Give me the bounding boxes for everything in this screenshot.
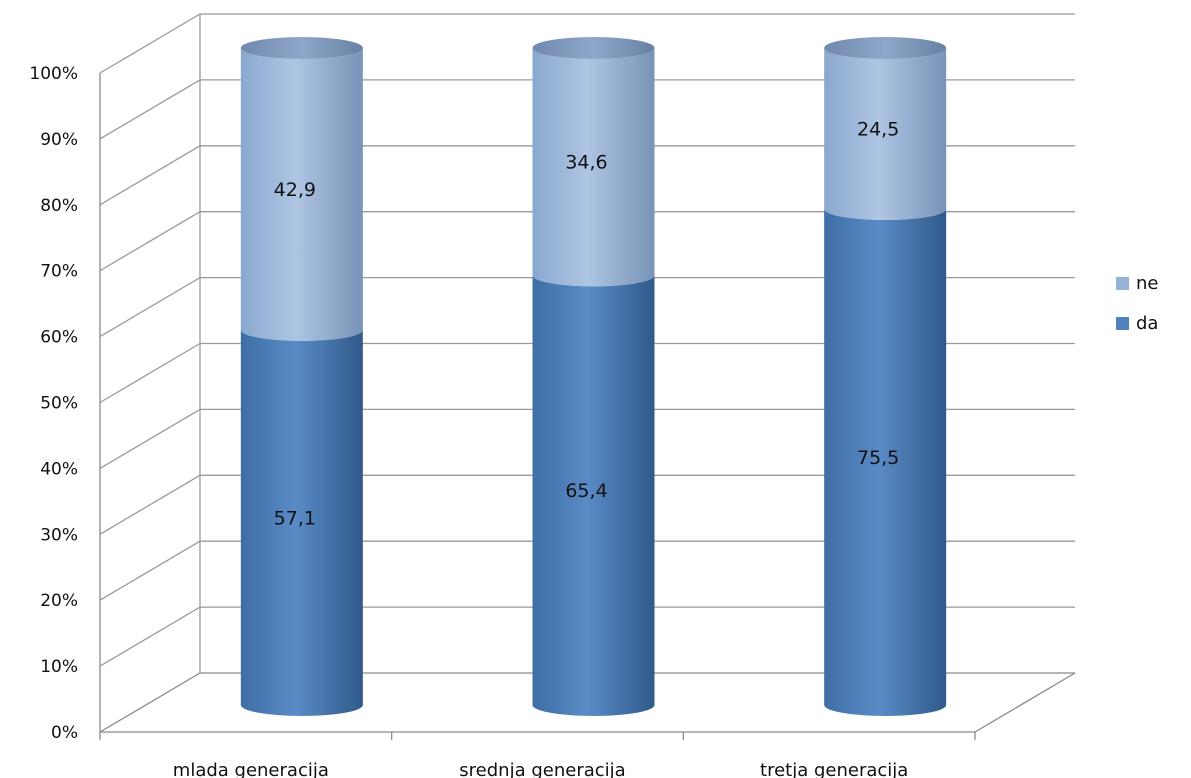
cylinder-top-cap — [240, 37, 363, 59]
y-tick-label: 70% — [40, 262, 78, 282]
legend-swatch-ne — [1116, 277, 1129, 290]
axes — [99, 14, 1076, 740]
y-tick-label: 20% — [40, 591, 78, 611]
cylinder-1 — [532, 37, 655, 716]
legend-label-da: da — [1136, 313, 1158, 334]
x-category-label: tretja generacija — [760, 760, 908, 778]
data-labels: 57,1 42,9 65,4 34,6 75,5 24,5 — [274, 118, 900, 529]
y-tick-label: 30% — [40, 525, 78, 545]
y-tick-label: 60% — [40, 328, 78, 348]
y-tick-label: 80% — [40, 196, 78, 216]
bar-segment-ne — [824, 48, 947, 220]
y-tick-label: 0% — [51, 723, 78, 743]
data-label-da: 65,4 — [565, 480, 607, 502]
x-axis-category-labels: mlada generacija srednja generacija tretja… — [173, 760, 909, 778]
bar-segment-ne — [532, 48, 655, 287]
data-label-ne: 24,5 — [857, 118, 899, 140]
y-axis-tick-labels: 0% 10% 20% 30% 40% 50% 60% 70% 80% 90% 100% — [29, 64, 78, 743]
data-label-ne: 42,9 — [274, 179, 316, 201]
data-label-da: 75,5 — [857, 447, 899, 469]
y-tick-label: 40% — [40, 459, 78, 479]
bar-segment-da — [240, 329, 363, 716]
y-tick-label: 100% — [29, 64, 78, 84]
legend-label-ne: ne — [1136, 273, 1158, 294]
cylinder-0 — [240, 37, 363, 716]
cylinder-top-cap — [532, 37, 655, 59]
y-tick-label: 10% — [40, 657, 78, 677]
data-label-da: 57,1 — [274, 507, 316, 529]
y-tick-label: 90% — [40, 130, 78, 150]
bar-segment-da — [532, 275, 655, 716]
y-tick-label: 50% — [40, 394, 78, 414]
x-category-label: mlada generacija — [173, 760, 329, 778]
legend: ne da — [1116, 273, 1158, 334]
cylinder-2 — [824, 37, 947, 716]
cylinder-top-cap — [824, 37, 947, 59]
floor-right-edge — [974, 672, 1076, 733]
legend-swatch-da — [1116, 317, 1129, 330]
cylinders — [240, 37, 947, 716]
data-label-ne: 34,6 — [565, 152, 607, 174]
x-category-label: srednja generacija — [459, 760, 625, 778]
bar-segment-da — [824, 208, 947, 716]
bar-segment-ne — [240, 48, 363, 341]
